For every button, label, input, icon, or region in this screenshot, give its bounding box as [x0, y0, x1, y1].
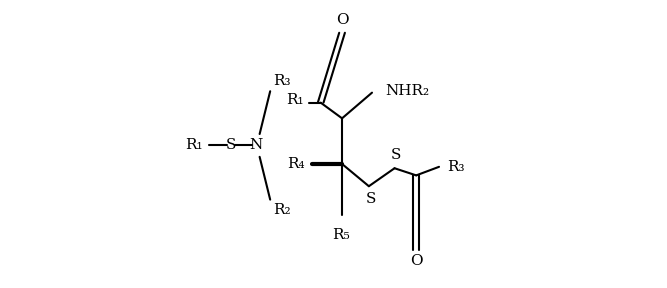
Text: O: O	[410, 254, 422, 268]
Text: R₂: R₂	[273, 202, 291, 217]
Text: O: O	[336, 13, 348, 27]
Text: NHR₂: NHR₂	[386, 84, 430, 98]
Text: R₁: R₁	[185, 139, 203, 152]
Text: N: N	[249, 139, 263, 152]
Text: R₁: R₁	[286, 93, 303, 107]
Text: R₃: R₃	[448, 160, 465, 174]
Text: R₄: R₄	[287, 157, 304, 171]
Text: R₃: R₃	[273, 74, 291, 88]
Text: R₅: R₅	[331, 228, 350, 242]
Text: S: S	[391, 147, 402, 162]
Text: S: S	[366, 192, 376, 206]
Text: S: S	[225, 139, 236, 152]
